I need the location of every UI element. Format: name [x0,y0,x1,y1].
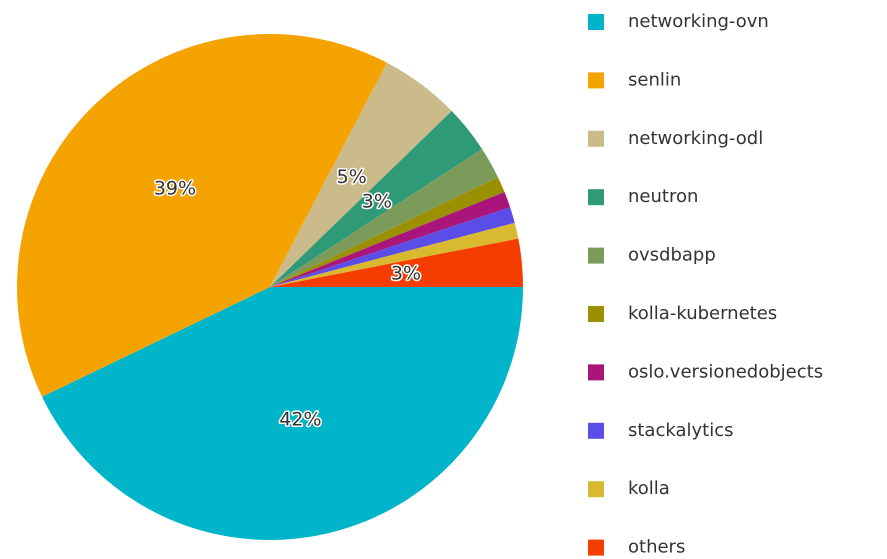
pie-slice [270,222,519,287]
pie-slice [270,207,515,287]
legend-swatch [588,14,604,30]
legend-label: neutron [628,186,698,207]
pie-slice [270,238,523,287]
legend-swatch [588,130,604,147]
legend-swatch [588,306,604,322]
pie-slice [270,148,498,287]
pie-slice [16,34,388,397]
legend-label: senlin [628,69,681,90]
legend-label: oslo.versionedobjects [628,361,823,382]
legend-label: networking-odl [628,128,763,149]
pie-slice [270,110,483,288]
pie-slice [270,177,505,287]
pie-slice [270,62,452,288]
slice-label: 39% [154,177,196,199]
legend-label: stackalytics [628,420,734,441]
slice-label: 3% [362,190,392,212]
legend-swatch [588,422,604,439]
slice-label: 3% [391,262,421,284]
pie-slice [270,192,511,287]
slice-label: 5% [337,166,367,188]
legend-swatch [588,539,604,556]
legend-label: kolla [628,478,670,499]
legend-swatch [588,72,604,89]
legend-label: ovsdbapp [628,245,716,266]
pie-slice [42,287,524,540]
legend-label: others [628,537,685,558]
legend-swatch [588,364,604,381]
legend-swatch [588,189,604,206]
legend-label: kolla-kubernetes [628,303,777,324]
slice-label: 42% [279,409,321,431]
legend-swatch [588,481,604,498]
legend-swatch [588,247,604,264]
legend-label: networking-ovn [628,11,769,32]
